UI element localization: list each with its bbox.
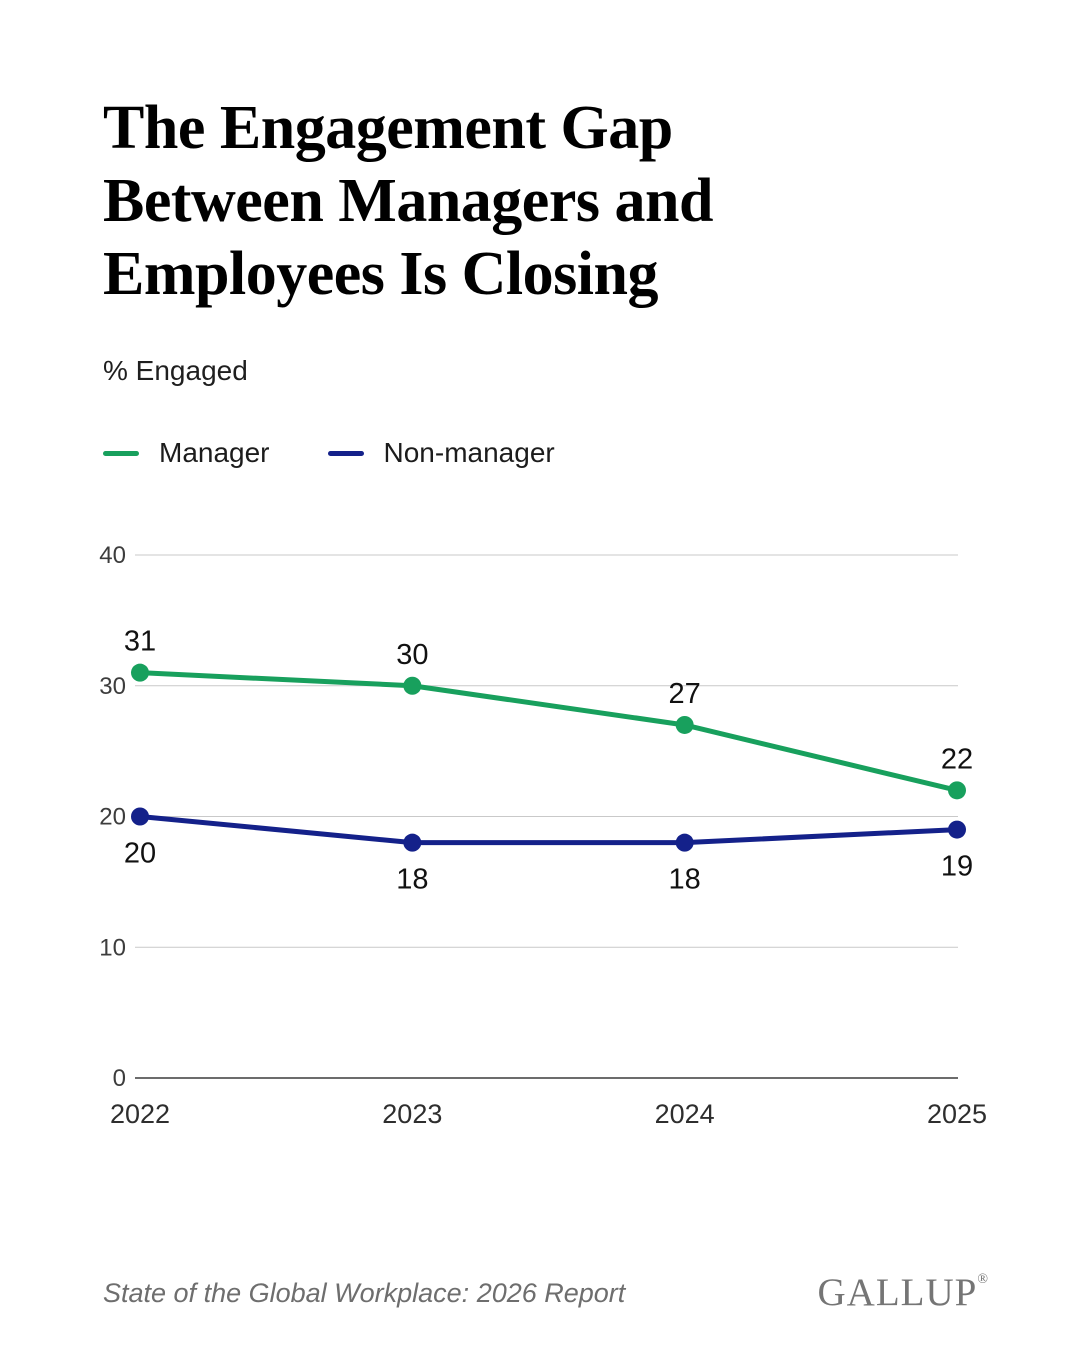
gallup-wordmark: GALLUP [817, 1271, 978, 1314]
registered-mark-icon: ® [977, 1272, 988, 1287]
data-label-manager: 27 [669, 678, 701, 710]
legend-label: Manager [159, 437, 270, 468]
data-point-manager [675, 715, 694, 734]
chart-subtitle: % Engaged [103, 355, 248, 386]
y-tick-label: 0 [113, 1065, 126, 1092]
legend-swatch-icon [327, 450, 364, 456]
data-label-non-manager: 20 [124, 838, 156, 870]
legend-item-non-manager: Non-manager [327, 437, 555, 469]
y-tick-label: 20 [99, 804, 126, 831]
header: The Engagement Gap Between Managers and … [0, 0, 1080, 469]
data-label-non-manager: 18 [396, 864, 428, 896]
series-line-manager [137, 670, 960, 793]
data-point-non-manager [131, 807, 149, 826]
legend: Manager Non-manager [103, 437, 985, 469]
legend-item-manager: Manager [103, 437, 270, 469]
x-tick-label: 2024 [655, 1099, 715, 1129]
legend-label: Non-manager [383, 437, 555, 468]
source-note: State of the Global Workplace: 2026 Repo… [103, 1278, 626, 1308]
data-label-manager: 31 [124, 626, 156, 658]
data-label-manager: 30 [396, 639, 428, 671]
gallup-logo: GALLUP® [818, 1270, 988, 1315]
legend-swatch-icon [103, 450, 139, 456]
x-tick-label: 2023 [382, 1099, 442, 1129]
y-tick-label: 40 [99, 542, 126, 569]
data-point-manager [403, 676, 422, 695]
x-tick-label: 2025 [927, 1099, 987, 1129]
data-point-manager [948, 781, 966, 800]
x-tick-label: 2022 [110, 1099, 170, 1129]
data-point-manager [131, 663, 149, 682]
data-label-manager: 22 [941, 743, 973, 775]
data-point-non-manager [948, 820, 966, 839]
y-tick-label: 10 [99, 934, 126, 961]
title-line-3: Employees Is Closing [103, 240, 658, 308]
page-title: The Engagement Gap Between Managers and … [103, 92, 985, 311]
data-label-non-manager: 18 [669, 864, 701, 896]
y-tick-label: 30 [99, 673, 126, 700]
data-label-non-manager: 19 [941, 851, 973, 883]
title-line-1: The Engagement Gap [103, 94, 673, 162]
data-point-non-manager [675, 833, 694, 852]
title-line-2: Between Managers and [103, 167, 713, 235]
series-line-non-manager [137, 814, 960, 846]
data-point-non-manager [403, 833, 422, 852]
